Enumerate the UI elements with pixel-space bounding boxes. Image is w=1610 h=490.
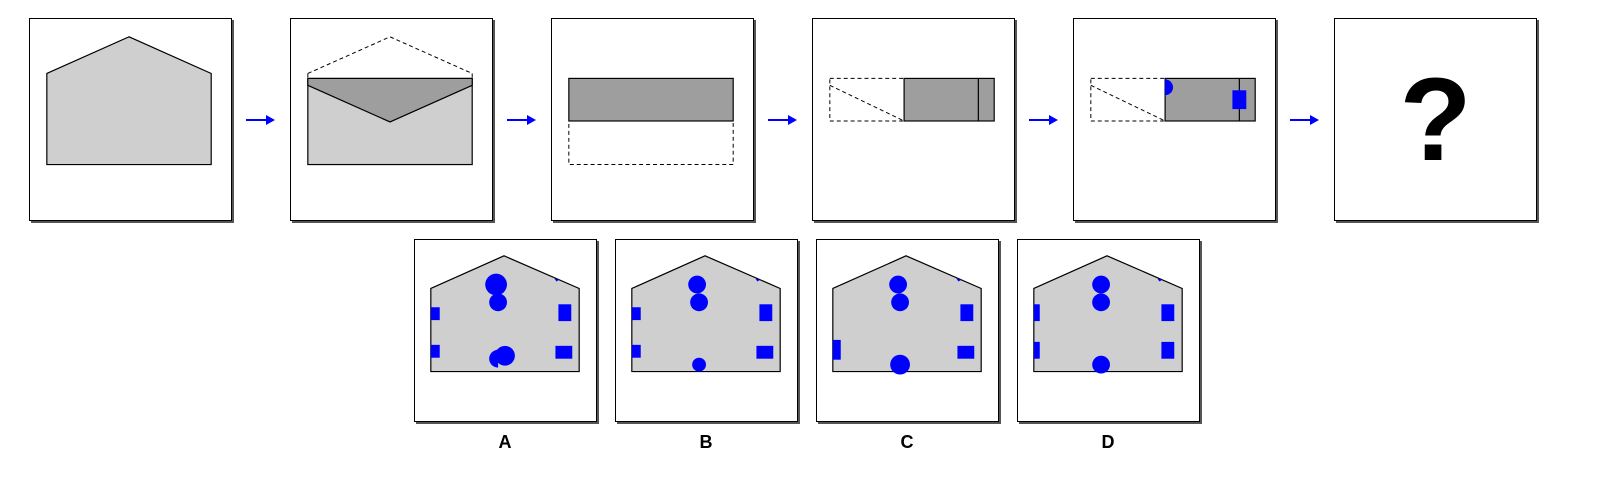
arrow-icon [246,115,275,125]
arrow-icon [768,115,797,125]
unfolded-outline [829,77,905,122]
step-5-figure [1090,77,1256,122]
step-5-panel [1073,18,1276,221]
rect-hole [1232,90,1247,110]
step-4-figure [829,77,995,122]
option-c-figure [832,255,982,375]
paper-shape [1033,255,1183,373]
original-roof-outline [307,36,473,74]
half-circle-hole [1165,79,1174,96]
paper-shape [832,255,982,373]
option-d-figure [1033,255,1183,374]
arrow-icon [1029,115,1058,125]
option-b-panel[interactable] [615,239,798,422]
folded-block [903,77,995,122]
step-4-panel [812,18,1015,221]
option-c-panel[interactable] [816,239,999,422]
option-b-label: B [699,432,713,452]
option-a-figure [430,255,580,373]
option-b-figure [631,255,781,373]
step-1-panel [29,18,232,221]
step-2-panel [290,18,493,221]
folded-strip [568,77,734,122]
option-a-label: A [498,432,512,452]
option-d-panel[interactable] [1017,239,1200,422]
paper-shape [46,36,212,166]
arrow-icon [507,115,536,125]
option-d-label: D [1101,432,1115,452]
arrow-icon [1290,115,1319,125]
unfolded-outline [568,120,734,166]
option-c-label: C [900,432,914,452]
paper-shape [631,255,781,373]
step-3-figure [568,77,734,166]
step-2-figure [307,36,473,166]
folded-roof-flap [307,77,473,123]
option-a-panel[interactable] [414,239,597,422]
question-mark: ? [1399,53,1472,186]
diagonal-crease [829,84,905,122]
question-panel: ? [1334,18,1537,221]
paper-shape [430,255,580,373]
step-1-figure [46,36,212,166]
step-3-panel [551,18,754,221]
